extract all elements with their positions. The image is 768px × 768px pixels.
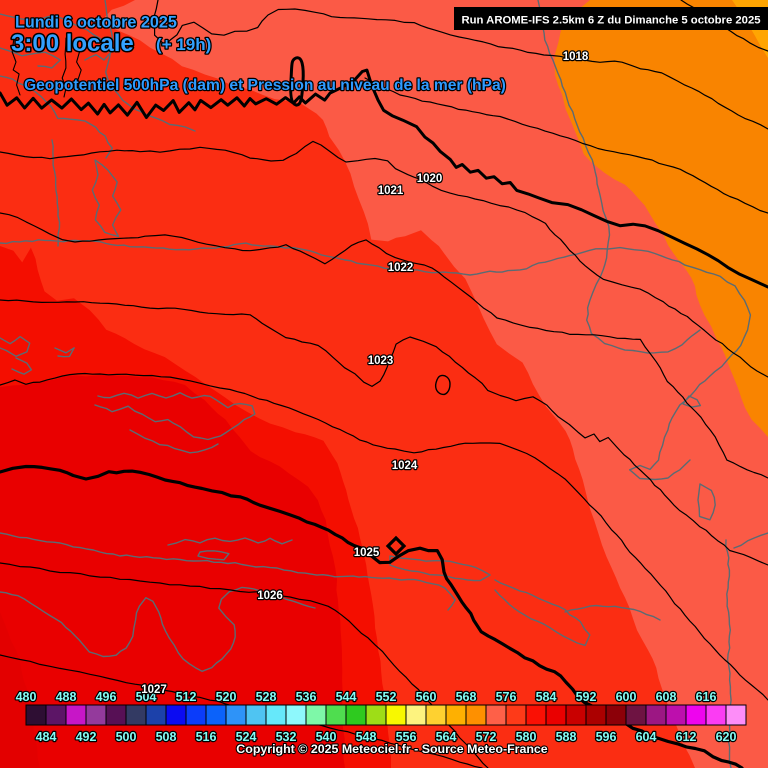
- svg-text:488: 488: [56, 690, 77, 704]
- svg-text:580: 580: [516, 730, 537, 744]
- svg-text:1027: 1027: [141, 684, 167, 696]
- svg-text:620: 620: [716, 730, 737, 744]
- svg-text:496: 496: [96, 690, 117, 704]
- svg-text:560: 560: [416, 690, 437, 704]
- svg-text:1018: 1018: [563, 51, 589, 63]
- svg-text:Run AROME-IFS 2.5km 6 Z du Dim: Run AROME-IFS 2.5km 6 Z du Dimanche 5 oc…: [461, 15, 760, 27]
- svg-text:1024: 1024: [392, 460, 418, 472]
- svg-text:504: 504: [136, 690, 157, 704]
- svg-text:540: 540: [316, 730, 337, 744]
- svg-text:616: 616: [696, 690, 717, 704]
- svg-text:544: 544: [336, 690, 357, 704]
- svg-text:600: 600: [616, 690, 637, 704]
- svg-text:512: 512: [176, 690, 197, 704]
- svg-text:524: 524: [236, 730, 257, 744]
- svg-text:516: 516: [196, 730, 217, 744]
- svg-text:588: 588: [556, 730, 577, 744]
- svg-text:584: 584: [536, 690, 557, 704]
- svg-text:608: 608: [656, 690, 677, 704]
- svg-text:592: 592: [576, 690, 597, 704]
- svg-text:Lundi 6 octobre 2025: Lundi 6 octobre 2025: [15, 14, 177, 32]
- svg-text:Geopotentiel 500hPa (dam) et P: Geopotentiel 500hPa (dam) et Pression au…: [24, 77, 506, 94]
- svg-text:1025: 1025: [354, 547, 380, 559]
- svg-text:1020: 1020: [417, 173, 443, 185]
- svg-text:564: 564: [436, 730, 457, 744]
- svg-text:508: 508: [156, 730, 177, 744]
- svg-text:556: 556: [396, 730, 417, 744]
- svg-text:548: 548: [356, 730, 377, 744]
- svg-text:520: 520: [216, 690, 237, 704]
- svg-text:484: 484: [36, 730, 57, 744]
- svg-text:3:00 locale: 3:00 locale: [11, 30, 134, 57]
- svg-text:552: 552: [376, 690, 397, 704]
- svg-text:532: 532: [276, 730, 297, 744]
- svg-text:576: 576: [496, 690, 517, 704]
- svg-text:596: 596: [596, 730, 617, 744]
- svg-text:528: 528: [256, 690, 277, 704]
- svg-text:536: 536: [296, 690, 317, 704]
- svg-text:1021: 1021: [378, 185, 404, 197]
- svg-text:(+ 19h): (+ 19h): [156, 35, 211, 54]
- svg-text:500: 500: [116, 730, 137, 744]
- svg-text:1022: 1022: [388, 262, 414, 274]
- svg-text:1027: 1027: [141, 684, 167, 696]
- svg-text:1023: 1023: [368, 355, 394, 367]
- svg-text:Copyright © 2025 Meteociel.fr: Copyright © 2025 Meteociel.fr - Source M…: [236, 742, 548, 756]
- svg-text:612: 612: [676, 730, 697, 744]
- svg-text:492: 492: [76, 730, 97, 744]
- svg-text:604: 604: [636, 730, 657, 744]
- svg-text:572: 572: [476, 730, 497, 744]
- svg-text:1026: 1026: [257, 590, 283, 602]
- svg-text:568: 568: [456, 690, 477, 704]
- svg-text:480: 480: [16, 690, 37, 704]
